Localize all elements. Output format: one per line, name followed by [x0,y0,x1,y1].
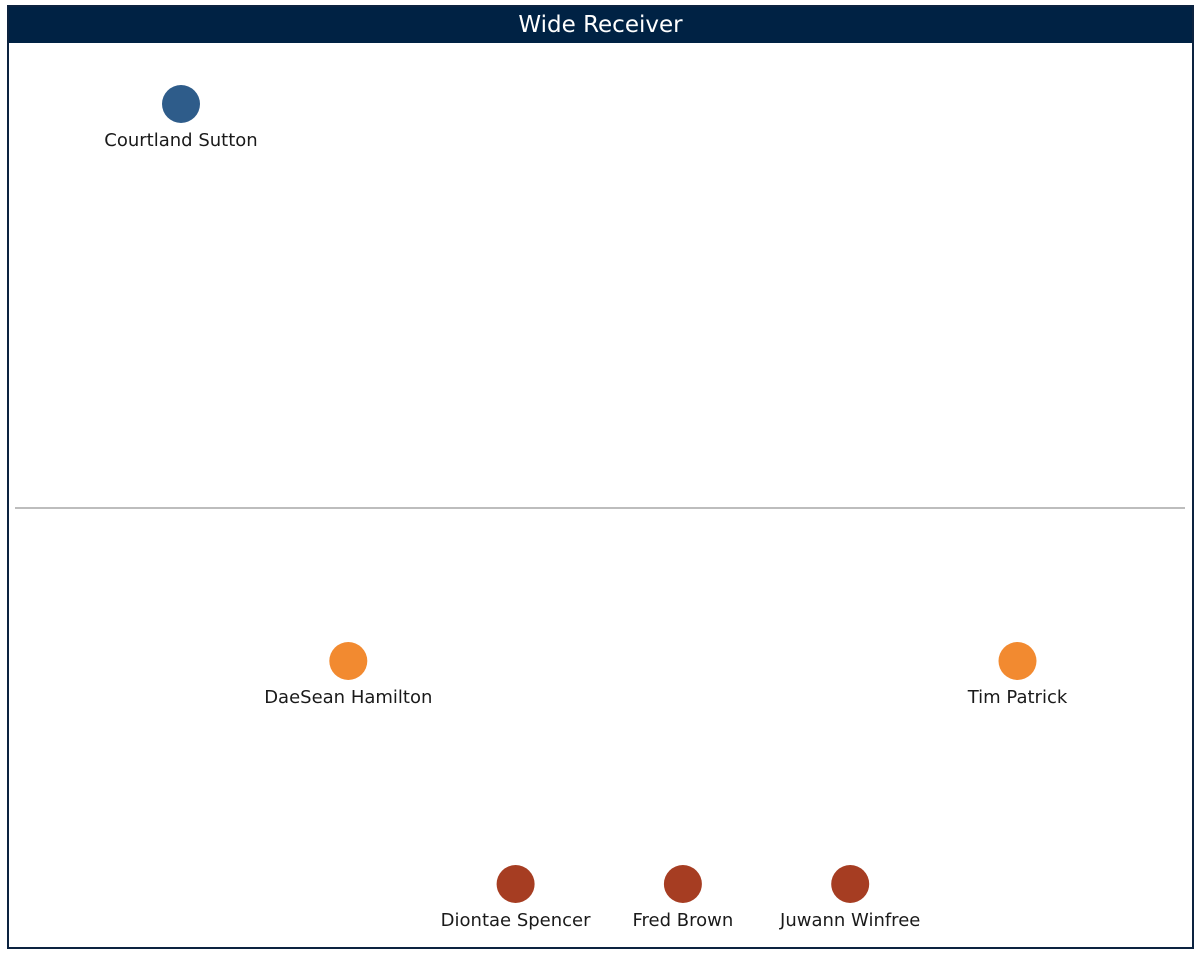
point-diontae-spencer[interactable] [496,865,535,903]
point-label-courtland-sutton: Courtland Sutton [104,130,257,151]
points-group: Courtland Sutton DaeSean Hamilton Tim Patr… [104,85,1068,931]
point-label-diontae-spencer: Diontae Spencer [441,910,591,931]
point-label-juwann-winfree: Juwann Winfree [779,910,920,931]
point-daesean-hamilton[interactable] [329,642,368,680]
point-label-fred-brown: Fred Brown [633,910,734,931]
point-label-tim-patrick: Tim Patrick [967,687,1068,708]
chart-frame: Wide Receiver [7,5,1194,949]
point-courtland-sutton[interactable] [162,85,200,123]
point-juwann-winfree[interactable] [831,865,870,903]
chart-title: Wide Receiver [9,7,1192,43]
point-fred-brown[interactable] [663,865,702,903]
point-label-daesean-hamilton: DaeSean Hamilton [264,687,432,708]
point-tim-patrick[interactable] [998,642,1037,680]
